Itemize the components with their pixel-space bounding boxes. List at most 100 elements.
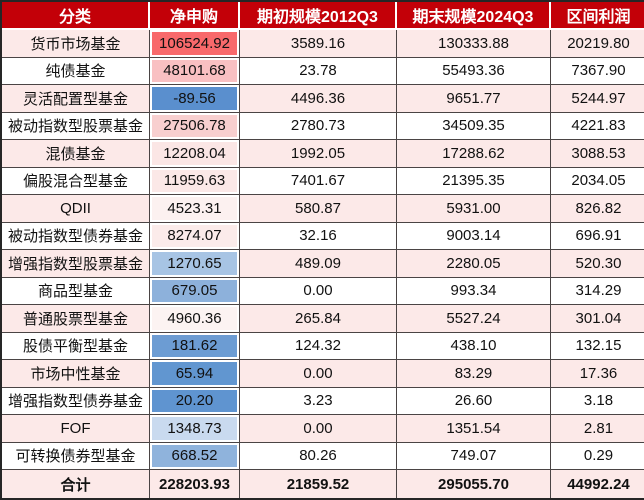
net-subscription-cell: 11959.63 [150,167,240,196]
net-subscription-total-cell: 228203.93 [150,470,240,498]
category-cell: QDII [2,195,150,223]
end-scale-cell: 993.34 [397,277,551,306]
table-row: 增强指数型股票基金 1270.65 489.09 2280.05 520.30 [2,250,644,278]
net-subscription-cell: 4523.31 [150,195,240,223]
begin-scale-cell: 4496.36 [240,85,397,113]
interval-profit-cell: 132.15 [551,333,644,361]
interval-profit-cell: 3088.53 [551,140,644,168]
category-cell: 增强指数型股票基金 [2,250,150,278]
net-subscription-cell: 1348.73 [150,415,240,443]
table-row: 增强指数型债券基金 20.20 3.23 26.60 3.18 [2,387,644,416]
begin-scale-cell: 3.23 [240,387,397,416]
category-cell: 可转换债券型基金 [2,442,150,471]
col-header-end-scale: 期末规模2024Q3 [397,2,551,30]
table-row: 混债基金 12208.04 1992.05 17288.62 3088.53 [2,140,644,168]
end-scale-cell: 21395.35 [397,167,551,196]
interval-profit-cell: 696.91 [551,223,644,251]
end-scale-cell: 5527.24 [397,305,551,333]
begin-scale-cell: 2780.73 [240,112,397,141]
table-row: 货币市场基金 106524.92 3589.16 130333.88 20219.80 [2,30,644,58]
end-scale-cell: 5931.00 [397,195,551,223]
net-subscription-cell: 48101.68 [150,57,240,86]
begin-scale-cell: 580.87 [240,195,397,223]
end-scale-cell: 17288.62 [397,140,551,168]
col-header-begin-scale: 期初规模2012Q3 [240,2,397,30]
net-subscription-cell: 679.05 [150,277,240,306]
begin-scale-cell: 489.09 [240,250,397,278]
table-row: 可转换债券型基金 668.52 80.26 749.07 0.29 [2,442,644,471]
table-row: 被动指数型债券基金 8274.07 32.16 9003.14 696.91 [2,222,644,251]
category-cell: 混债基金 [2,140,150,168]
total-label-cell: 合计 [2,470,150,498]
interval-profit-cell: 301.04 [551,305,644,333]
interval-profit-cell: 7367.90 [551,58,644,86]
header-row: 分类 净申购 期初规模2012Q3 期末规模2024Q3 区间利润 [2,2,644,30]
begin-scale-cell: 32.16 [240,222,397,251]
interval-profit-cell: 826.82 [551,195,644,223]
net-subscription-cell: 1270.65 [150,250,240,278]
category-cell: 被动指数型股票基金 [2,112,150,141]
net-subscription-cell: 27506.78 [150,112,240,141]
total-row: 合计 228203.93 21859.52 295055.70 44992.24 [2,470,644,498]
category-cell: 普通股票型基金 [2,305,150,333]
end-scale-cell: 1351.54 [397,415,551,443]
begin-scale-cell: 1992.05 [240,140,397,168]
net-subscription-cell: -89.56 [150,85,240,113]
begin-scale-cell: 7401.67 [240,167,397,196]
net-subscription-cell: 106524.92 [150,30,240,58]
category-cell: 股债平衡型基金 [2,332,150,361]
interval-profit-cell: 314.29 [551,278,644,306]
interval-profit-cell: 2.81 [551,415,644,443]
end-scale-total-cell: 295055.70 [397,470,551,498]
interval-profit-cell: 3.18 [551,388,644,416]
interval-profit-cell: 5244.97 [551,85,644,113]
category-cell: 偏股混合型基金 [2,167,150,196]
category-cell: 市场中性基金 [2,360,150,388]
category-cell: 增强指数型债券基金 [2,387,150,416]
begin-scale-total-cell: 21859.52 [240,470,397,498]
table-row: 纯债基金 48101.68 23.78 55493.36 7367.90 [2,57,644,86]
end-scale-cell: 749.07 [397,442,551,471]
interval-profit-cell: 20219.80 [551,30,644,58]
end-scale-cell: 2280.05 [397,250,551,278]
category-cell: 灵活配置型基金 [2,85,150,113]
end-scale-cell: 34509.35 [397,112,551,141]
end-scale-cell: 26.60 [397,387,551,416]
table-row: 被动指数型股票基金 27506.78 2780.73 34509.35 4221.83 [2,112,644,141]
end-scale-cell: 130333.88 [397,30,551,58]
col-header-category: 分类 [2,2,150,30]
begin-scale-cell: 124.32 [240,332,397,361]
category-cell: FOF [2,415,150,443]
begin-scale-cell: 0.00 [240,415,397,443]
category-cell: 纯债基金 [2,57,150,86]
net-subscription-cell: 8274.07 [150,222,240,251]
table-row: 灵活配置型基金 -89.56 4496.36 9651.77 5244.97 [2,85,644,113]
table-row: FOF 1348.73 0.00 1351.54 2.81 [2,415,644,443]
end-scale-cell: 9651.77 [397,85,551,113]
category-cell: 被动指数型债券基金 [2,222,150,251]
begin-scale-cell: 23.78 [240,57,397,86]
begin-scale-cell: 265.84 [240,305,397,333]
table-row: QDII 4523.31 580.87 5931.00 826.82 [2,195,644,223]
interval-profit-cell: 0.29 [551,443,644,471]
begin-scale-cell: 3589.16 [240,30,397,58]
begin-scale-cell: 0.00 [240,277,397,306]
interval-profit-cell: 2034.05 [551,168,644,196]
begin-scale-cell: 0.00 [240,360,397,388]
category-cell: 商品型基金 [2,277,150,306]
end-scale-cell: 55493.36 [397,57,551,86]
net-subscription-cell: 20.20 [150,387,240,416]
table-row: 普通股票型基金 4960.36 265.84 5527.24 301.04 [2,305,644,333]
net-subscription-cell: 12208.04 [150,140,240,168]
table-row: 市场中性基金 65.94 0.00 83.29 17.36 [2,360,644,388]
begin-scale-cell: 80.26 [240,442,397,471]
category-cell: 货币市场基金 [2,30,150,58]
net-subscription-cell: 65.94 [150,360,240,388]
net-subscription-cell: 181.62 [150,332,240,361]
end-scale-cell: 438.10 [397,332,551,361]
interval-profit-total-cell: 44992.24 [567,475,630,493]
interval-profit-cell: 4221.83 [551,113,644,141]
col-header-interval-profit: 区间利润 [551,2,644,30]
end-scale-cell: 9003.14 [397,222,551,251]
